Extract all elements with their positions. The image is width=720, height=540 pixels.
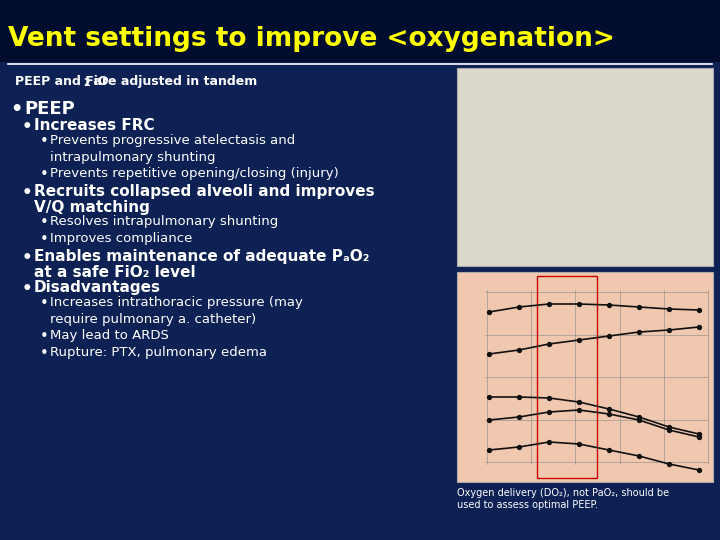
Text: Vent settings to improve <oxygenation>: Vent settings to improve <oxygenation> (8, 26, 615, 52)
Point (603, 410, 615, 418)
Point (513, 413, 525, 421)
Text: •: • (40, 232, 49, 247)
Point (603, 301, 615, 309)
Point (663, 460, 675, 468)
Point (483, 393, 495, 401)
Point (513, 443, 525, 451)
Point (693, 430, 705, 438)
Text: May lead to ARDS: May lead to ARDS (50, 329, 169, 342)
Text: •: • (40, 167, 49, 182)
Point (663, 426, 675, 434)
Text: require pulmonary a. catheter): require pulmonary a. catheter) (50, 313, 256, 326)
Text: •: • (10, 100, 22, 119)
Point (573, 440, 585, 448)
Text: PEEP: PEEP (24, 100, 75, 118)
Point (603, 332, 615, 340)
Text: Recruits collapsed alveoli and improves: Recruits collapsed alveoli and improves (34, 184, 374, 199)
Point (634, 303, 645, 312)
Text: Resolves intrapulmonary shunting: Resolves intrapulmonary shunting (50, 215, 278, 228)
Point (573, 406, 585, 414)
Point (634, 416, 645, 424)
Point (544, 340, 555, 348)
Text: Prevents progressive atelectasis and: Prevents progressive atelectasis and (50, 134, 295, 147)
Point (663, 326, 675, 334)
Point (693, 323, 705, 332)
Text: Rupture: PTX, pulmonary edema: Rupture: PTX, pulmonary edema (50, 346, 267, 359)
Text: Prevents repetitive opening/closing (injury): Prevents repetitive opening/closing (inj… (50, 167, 338, 180)
Text: •: • (22, 118, 32, 136)
Point (634, 413, 645, 421)
Point (544, 408, 555, 416)
Text: PEEP and FiO: PEEP and FiO (15, 75, 109, 88)
Point (573, 336, 585, 345)
Point (663, 305, 675, 313)
Text: are adjusted in tandem: are adjusted in tandem (89, 75, 257, 88)
Text: •: • (40, 346, 49, 361)
Text: V/Q matching: V/Q matching (34, 200, 150, 215)
Point (544, 394, 555, 402)
Point (573, 397, 585, 406)
Text: at a safe FiO₂ level: at a safe FiO₂ level (34, 265, 196, 280)
Text: Increases intrathoracic pressure (may: Increases intrathoracic pressure (may (50, 296, 303, 309)
Text: •: • (22, 280, 32, 298)
Point (483, 350, 495, 359)
Text: •: • (40, 134, 49, 149)
Point (513, 393, 525, 401)
Point (483, 416, 495, 424)
Point (693, 433, 705, 441)
Point (693, 465, 705, 474)
Bar (0, 0, 720, 62)
Bar (457, 272, 713, 482)
Point (663, 423, 675, 431)
Point (483, 308, 495, 316)
Text: Increases FRC: Increases FRC (34, 118, 155, 133)
Point (603, 404, 615, 413)
Bar (457, 68, 713, 266)
Point (573, 300, 585, 308)
Text: •: • (40, 329, 49, 344)
Point (544, 300, 555, 308)
Text: •: • (22, 249, 32, 267)
Point (634, 328, 645, 336)
Text: •: • (40, 296, 49, 311)
Point (544, 438, 555, 447)
Text: 2: 2 (83, 78, 90, 88)
Point (634, 451, 645, 460)
Bar (537, 276, 597, 478)
Text: Enables maintenance of adequate PₐO₂: Enables maintenance of adequate PₐO₂ (34, 249, 369, 264)
Point (513, 303, 525, 312)
Text: Oxygen delivery (DO₂), not PaO₂, should be
used to assess optimal PEEP.: Oxygen delivery (DO₂), not PaO₂, should … (457, 488, 669, 510)
Text: •: • (22, 184, 32, 202)
Text: Disadvantages: Disadvantages (34, 280, 161, 295)
Text: •: • (40, 215, 49, 230)
Point (513, 346, 525, 354)
Text: intrapulmonary shunting: intrapulmonary shunting (50, 151, 215, 164)
Point (693, 306, 705, 314)
Text: Improves compliance: Improves compliance (50, 232, 192, 245)
Point (603, 446, 615, 454)
Point (483, 446, 495, 454)
